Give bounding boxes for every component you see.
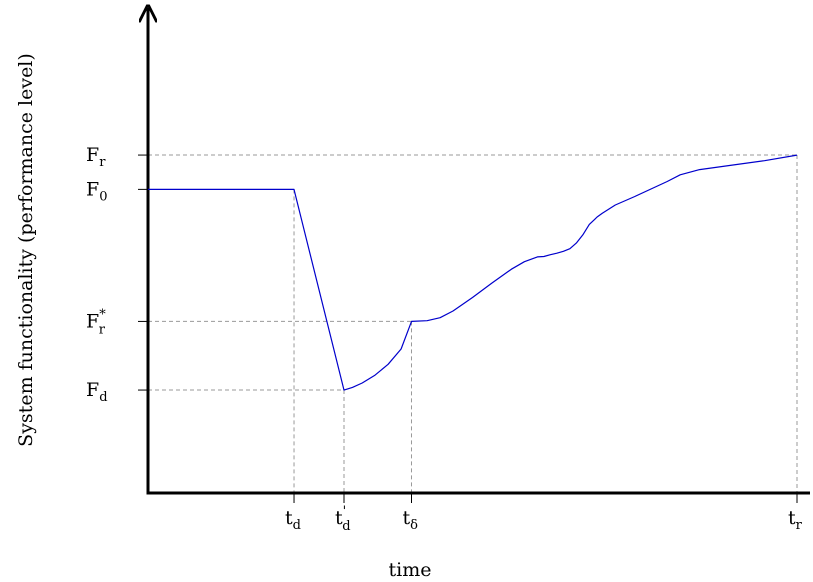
series-line-0 xyxy=(148,154,798,391)
y-tick-label-fr: Fr xyxy=(86,144,106,170)
series-layer xyxy=(148,154,798,391)
y-axis-label: System functionality (performance level) xyxy=(15,53,37,447)
y-tick-label-frs: F* r xyxy=(86,307,106,337)
y-tick-label-fd: Fd xyxy=(86,379,108,405)
tick-labels: Fr F0 F* r Fd td t' d tδ tr xyxy=(86,144,803,534)
y-tick-label-f0: F0 xyxy=(86,178,107,204)
x-tick-label-tdp: t' d xyxy=(335,504,351,534)
x-tick-label-tdelta: tδ xyxy=(402,507,418,533)
x-axis-label: time xyxy=(389,559,432,581)
guide-lines xyxy=(148,154,798,493)
axes xyxy=(147,8,810,495)
x-tick-label-tr: tr xyxy=(788,507,803,533)
x-tick-label-td: td xyxy=(285,507,301,533)
tick-marks xyxy=(138,154,798,503)
